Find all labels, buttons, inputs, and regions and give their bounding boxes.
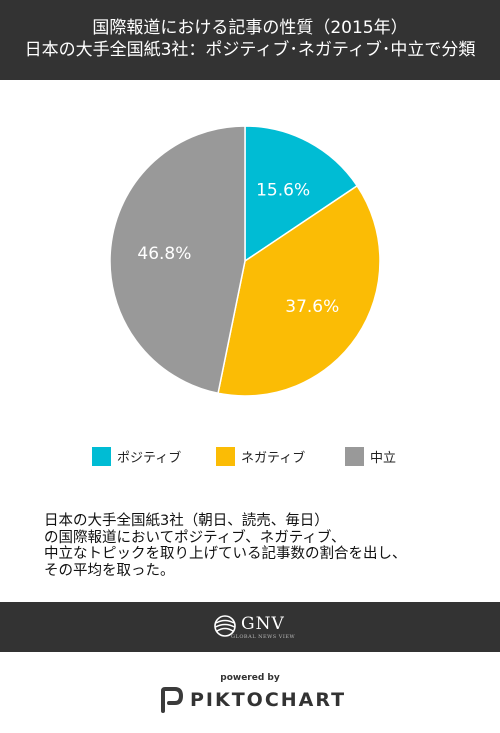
legend-swatch <box>345 447 364 466</box>
note-line: の国際報道においてポジティブ、ネガティブ、 <box>44 529 346 546</box>
legend-swatch <box>216 447 235 466</box>
note-line: 中立なトピックを取り上げている記事数の割合を出し、 <box>44 546 407 562</box>
gnv-logo-text: GNV <box>241 614 285 634</box>
note-line: 日本の大手全国紙3社（朝日、読売、毎日） <box>44 513 329 529</box>
pie-slice-label-0: 15.6% <box>256 181 310 201</box>
chart-legend: ポジティブ ネガティブ 中立 <box>0 447 500 469</box>
legend-item-1: ネガティブ <box>216 447 305 466</box>
header-banner: 国際報道における記事の性質（2015年） 日本の大手全国紙3社：ポジティブ･ネガ… <box>0 0 500 80</box>
pie-slice-label-2: 46.8% <box>137 244 191 264</box>
pie-chart: 15.6% 37.6% 46.8% <box>109 125 381 397</box>
legend-item-0: ポジティブ <box>92 447 181 466</box>
legend-item-2: 中立 <box>345 447 396 466</box>
piktochart-name: PIKTOCHART <box>190 689 347 711</box>
pie-slice-2 <box>109 125 246 395</box>
pie-slice-label-1: 37.6% <box>285 297 339 317</box>
chart-title: 国際報道における記事の性質（2015年） <box>92 18 408 38</box>
gnv-logo: GNV GLOBAL NEWS VIEW <box>213 612 296 644</box>
piktochart-icon <box>161 687 184 713</box>
legend-label: 中立 <box>370 451 397 466</box>
chart-subtitle: 日本の大手全国紙3社：ポジティブ･ネガティブ･中立で分類 <box>24 40 476 60</box>
footer-bar: GNV GLOBAL NEWS VIEW <box>0 602 500 652</box>
legend-swatch <box>92 447 111 466</box>
legend-label: ネガティブ <box>241 451 306 466</box>
globe-icon <box>214 615 236 637</box>
chart-note: 日本の大手全国紙3社（朝日、読売、毎日） の国際報道においてポジティブ、ネガティ… <box>44 513 474 579</box>
piktochart-logo: PIKTOCHART <box>160 687 350 713</box>
powered-by-label: powered by <box>220 673 280 683</box>
pie-slice-1 <box>217 184 381 397</box>
pie-slice-0 <box>244 125 359 263</box>
legend-label: ポジティブ <box>117 451 182 466</box>
note-line: その平均を取った。 <box>44 562 175 579</box>
gnv-logo-subtext: GLOBAL NEWS VIEW <box>231 634 296 640</box>
